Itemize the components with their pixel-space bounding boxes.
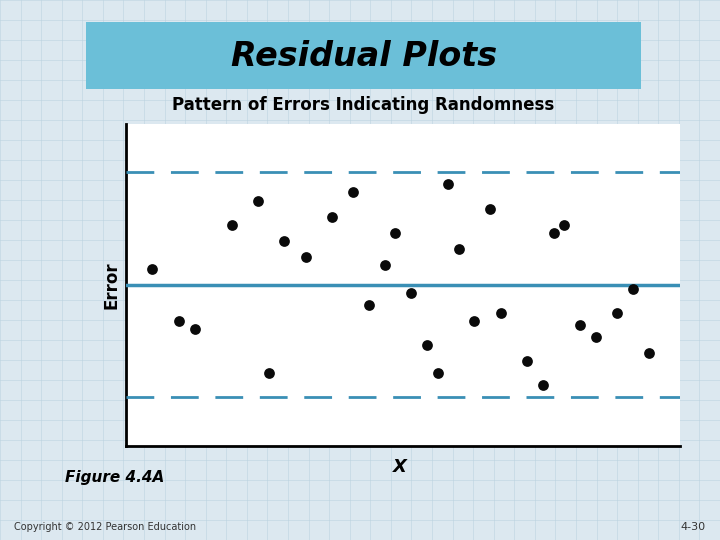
Point xyxy=(495,309,507,318)
Point xyxy=(453,245,464,253)
Text: Pattern of Errors Indicating Randomness: Pattern of Errors Indicating Randomness xyxy=(173,96,554,114)
Point xyxy=(263,369,274,377)
Point xyxy=(485,204,496,213)
Point xyxy=(326,212,338,221)
Point xyxy=(442,180,454,189)
Point xyxy=(521,357,533,366)
Point xyxy=(590,333,602,341)
Point xyxy=(537,381,549,389)
Text: Copyright © 2012 Pearson Education: Copyright © 2012 Pearson Education xyxy=(14,522,197,532)
Point xyxy=(147,265,158,273)
Point xyxy=(627,285,639,293)
Point xyxy=(575,321,586,329)
Point xyxy=(559,220,570,229)
Point xyxy=(390,228,401,237)
Point xyxy=(548,228,559,237)
Point xyxy=(363,301,374,309)
Point xyxy=(379,260,390,269)
Point xyxy=(611,309,623,318)
Point xyxy=(347,188,359,197)
Point xyxy=(405,288,417,297)
Point xyxy=(421,341,433,349)
Point xyxy=(173,316,184,325)
Point xyxy=(252,196,264,205)
Point xyxy=(226,220,238,229)
Point xyxy=(432,369,444,377)
Point xyxy=(279,237,290,245)
Point xyxy=(300,252,311,261)
Y-axis label: Error: Error xyxy=(102,261,120,309)
Point xyxy=(469,316,480,325)
Point xyxy=(643,349,654,357)
Text: X: X xyxy=(392,458,407,476)
Text: Figure 4.4A: Figure 4.4A xyxy=(65,470,164,485)
Text: 4-30: 4-30 xyxy=(680,522,706,532)
Text: Residual Plots: Residual Plots xyxy=(230,40,497,73)
Point xyxy=(189,325,200,333)
